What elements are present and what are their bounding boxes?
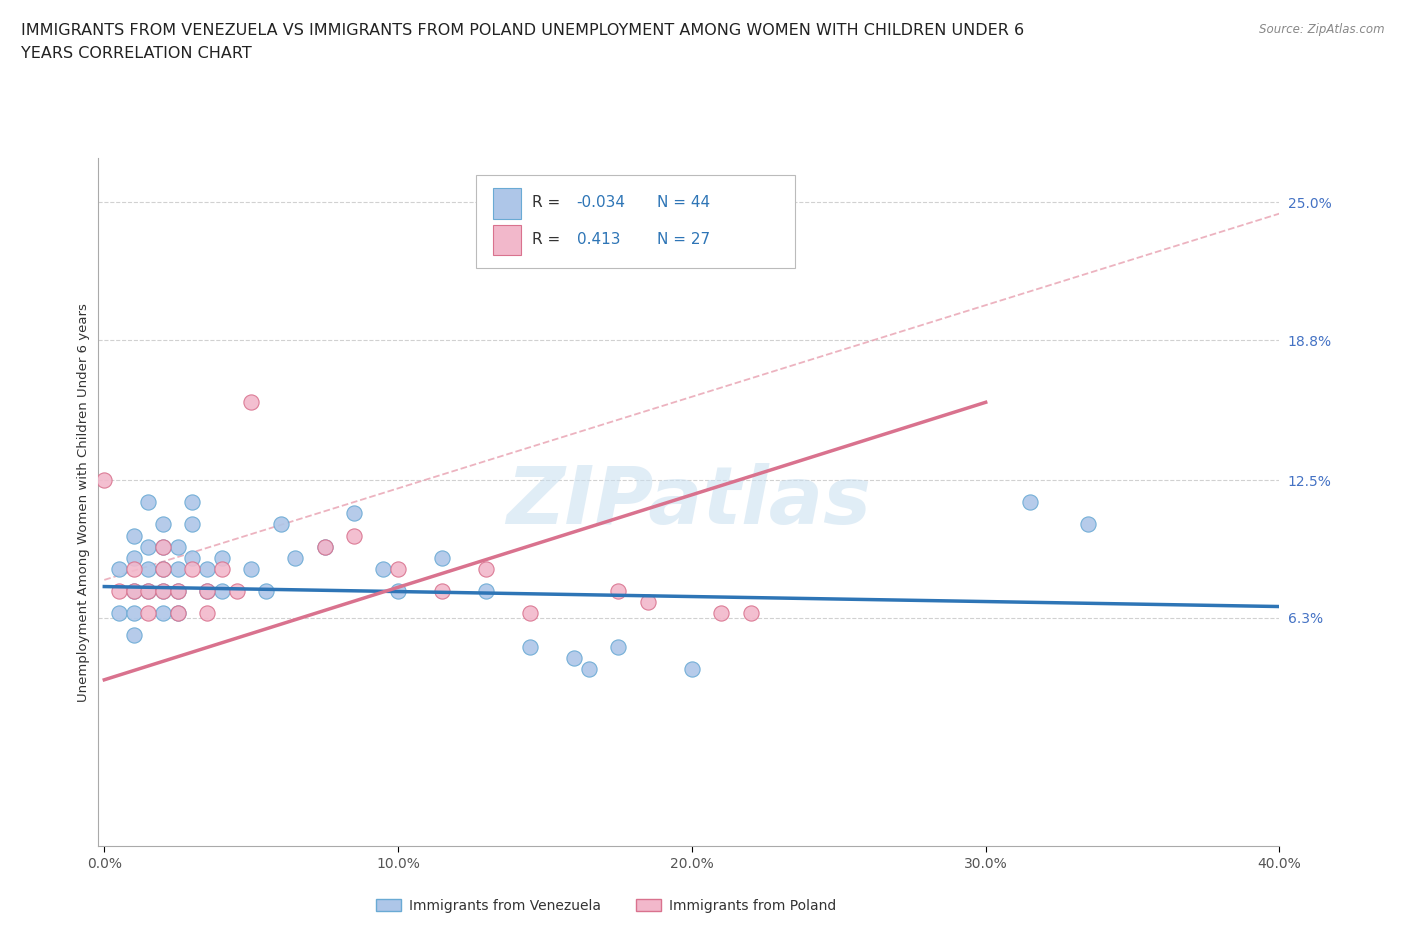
Text: Source: ZipAtlas.com: Source: ZipAtlas.com (1260, 23, 1385, 36)
Point (122, 628, 145, 643)
Point (430, 583, 453, 598)
Point (152, 562, 174, 577)
Point (254, 583, 277, 598)
Text: R =: R = (531, 195, 565, 210)
Point (122, 583, 145, 598)
Point (181, 495, 204, 510)
Point (181, 551, 204, 565)
Point (138, 495, 160, 510)
Point (387, 562, 409, 577)
Point (211, 551, 233, 565)
Point (138, 583, 160, 598)
Point (211, 583, 233, 598)
Point (138, 605, 160, 620)
Point (122, 583, 145, 598)
Point (138, 562, 160, 577)
Point (430, 551, 453, 565)
Point (211, 562, 233, 577)
FancyBboxPatch shape (494, 189, 522, 219)
Point (564, 650, 586, 665)
Point (152, 562, 174, 577)
Point (195, 562, 218, 577)
FancyBboxPatch shape (477, 176, 796, 268)
Point (1018, 495, 1040, 510)
Text: YEARS CORRELATION CHART: YEARS CORRELATION CHART (21, 46, 252, 61)
Point (240, 395, 263, 410)
Point (637, 594, 659, 609)
Text: ZIPatlas: ZIPatlas (506, 463, 872, 541)
Point (475, 583, 498, 598)
Text: N = 44: N = 44 (657, 195, 710, 210)
Point (166, 539, 188, 554)
Point (1077, 517, 1099, 532)
Point (93, 472, 115, 487)
Point (166, 583, 188, 598)
Legend: Immigrants from Venezuela, Immigrants from Poland: Immigrants from Venezuela, Immigrants fr… (370, 894, 842, 919)
Text: -0.034: -0.034 (576, 195, 626, 210)
Point (108, 605, 131, 620)
Point (122, 528, 145, 543)
Point (166, 562, 188, 577)
Point (475, 562, 498, 577)
Point (314, 539, 336, 554)
Point (166, 605, 188, 620)
Point (578, 661, 600, 676)
Text: N = 27: N = 27 (657, 232, 710, 246)
Point (740, 605, 762, 620)
Point (284, 551, 307, 565)
Point (387, 583, 409, 598)
Point (607, 583, 630, 598)
Point (343, 506, 366, 521)
Point (152, 517, 174, 532)
Point (138, 583, 160, 598)
Point (152, 583, 174, 598)
Point (181, 517, 204, 532)
Point (270, 517, 292, 532)
Point (122, 562, 145, 577)
Point (152, 539, 174, 554)
Point (181, 562, 204, 577)
Point (373, 562, 395, 577)
Point (225, 583, 247, 598)
Point (710, 605, 733, 620)
Point (314, 539, 336, 554)
Point (166, 605, 188, 620)
Point (195, 583, 218, 598)
Point (152, 583, 174, 598)
Text: R =: R = (531, 232, 565, 246)
Point (152, 605, 174, 620)
Point (607, 639, 630, 654)
Point (122, 551, 145, 565)
Point (343, 528, 366, 543)
Text: IMMIGRANTS FROM VENEZUELA VS IMMIGRANTS FROM POLAND UNEMPLOYMENT AMONG WOMEN WIT: IMMIGRANTS FROM VENEZUELA VS IMMIGRANTS … (21, 23, 1024, 38)
Point (681, 661, 703, 676)
Point (240, 562, 263, 577)
Text: 0.413: 0.413 (576, 232, 620, 246)
Point (166, 583, 188, 598)
Point (519, 639, 541, 654)
Point (138, 539, 160, 554)
Y-axis label: Unemployment Among Women with Children Under 6 years: Unemployment Among Women with Children U… (77, 303, 90, 701)
Point (519, 605, 541, 620)
Point (122, 605, 145, 620)
Point (108, 562, 131, 577)
Point (195, 583, 218, 598)
Point (195, 605, 218, 620)
FancyBboxPatch shape (494, 225, 522, 255)
Point (108, 583, 131, 598)
Point (152, 539, 174, 554)
